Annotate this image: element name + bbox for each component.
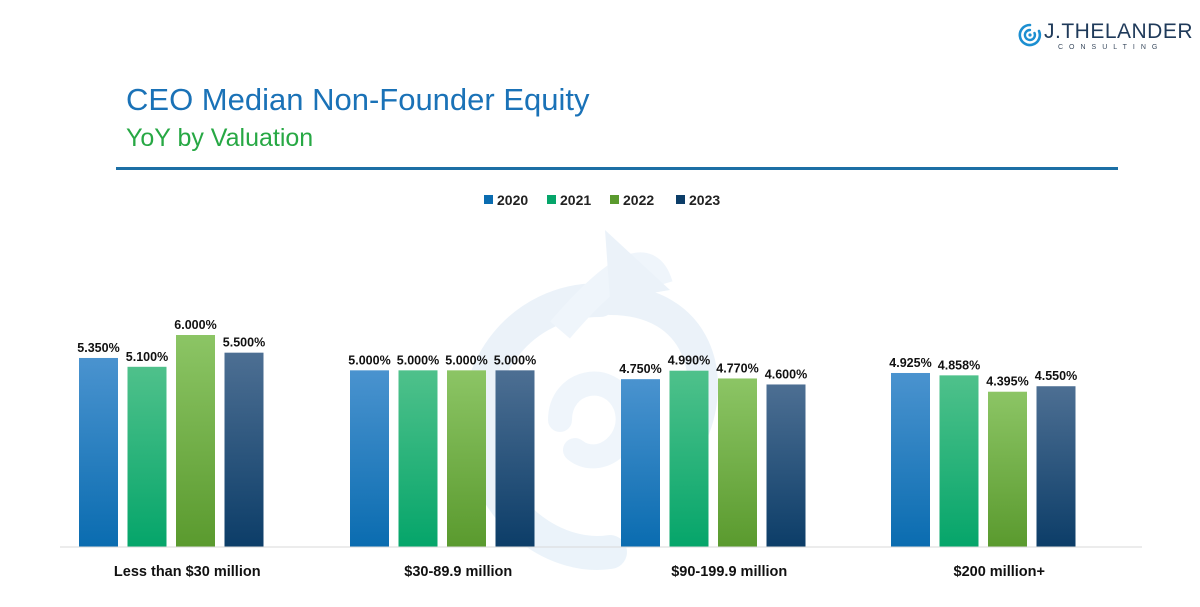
data-label-2020-3: 4.925% — [889, 356, 931, 370]
logo-name: J.THELANDER — [1044, 20, 1194, 43]
company-logo: J.THELANDER CONSULTING — [1018, 20, 1193, 60]
data-labels: 5.350% 5.100% 6.000% 5.500% 5.000% 5.000% 5.00… — [77, 318, 1077, 389]
bar-2022-2 — [718, 378, 757, 547]
bar-2023-3 — [1036, 386, 1076, 547]
page-title: CEO Median Non-Founder Equity — [126, 82, 590, 117]
bar-series — [79, 335, 1076, 547]
data-label-2020-0: 5.350% — [77, 341, 119, 355]
bar-2020-2 — [621, 379, 660, 547]
data-label-2021-3: 4.858% — [938, 358, 980, 372]
data-label-2020-2: 4.750% — [619, 362, 661, 376]
bar-2022-3 — [988, 391, 1027, 547]
legend-swatch-2021 — [547, 195, 556, 204]
bar-2020-0 — [79, 357, 118, 547]
bar-2021-3 — [939, 375, 979, 547]
spiral-logo-icon — [1018, 23, 1042, 47]
legend-swatch-2023 — [676, 195, 685, 204]
data-label-2021-2: 4.990% — [668, 354, 710, 368]
page-subtitle: YoY by Valuation — [126, 124, 314, 152]
legend-label-2023: 2023 — [689, 192, 720, 208]
bar-2022-0 — [176, 335, 215, 547]
bar-2020-3 — [891, 372, 930, 547]
legend-label-2020: 2020 — [497, 192, 528, 208]
bar-2021-2 — [669, 370, 709, 547]
data-label-2023-0: 5.500% — [223, 336, 265, 350]
bar-2022-1 — [447, 370, 486, 547]
legend-label-2022: 2022 — [623, 192, 654, 208]
legend-label-2021: 2021 — [560, 192, 591, 208]
data-label-2023-1: 5.000% — [494, 353, 536, 367]
header-divider — [116, 167, 1118, 170]
data-label-2023-2: 4.600% — [765, 367, 807, 381]
data-label-2021-0: 5.100% — [126, 350, 168, 364]
bar-2023-1 — [495, 370, 535, 547]
data-label-2022-2: 4.770% — [716, 361, 758, 375]
data-label-2022-1: 5.000% — [445, 353, 487, 367]
legend-swatch-2020 — [484, 195, 493, 204]
data-label-2021-1: 5.000% — [397, 353, 439, 367]
x-tick-label-3: $200 million+ — [954, 564, 1045, 580]
data-label-2023-3: 4.550% — [1035, 369, 1077, 383]
data-label-2020-1: 5.000% — [348, 353, 390, 367]
x-axis-labels: Less than $30 million $30-89.9 million $90… — [114, 564, 1045, 580]
bar-2020-1 — [350, 370, 389, 547]
legend-swatch-2022 — [610, 195, 619, 204]
logo-subtitle: CONSULTING — [1058, 44, 1164, 51]
data-label-2022-0: 6.000% — [174, 318, 216, 332]
bar-2021-0 — [127, 366, 167, 547]
bar-2023-0 — [224, 352, 264, 547]
data-label-2022-3: 4.395% — [986, 375, 1028, 389]
bar-2021-1 — [398, 370, 438, 547]
chart-legend: 2020 2021 2022 2023 — [484, 192, 720, 208]
x-tick-label-1: $30-89.9 million — [404, 564, 512, 580]
x-tick-label-0: Less than $30 million — [114, 564, 261, 580]
bar-2023-2 — [766, 384, 806, 547]
x-tick-label-2: $90-199.9 million — [671, 564, 787, 580]
